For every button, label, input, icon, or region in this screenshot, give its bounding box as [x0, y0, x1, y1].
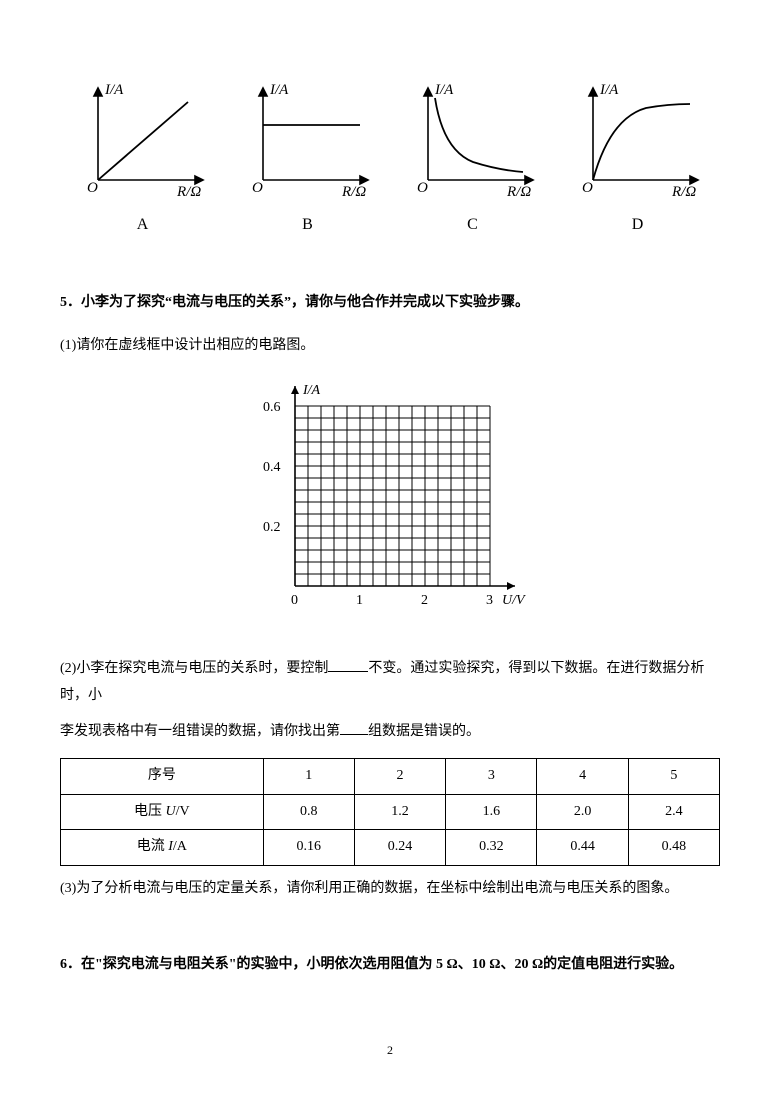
graph-label-b: B	[238, 210, 378, 240]
graph-c: I/A O R/Ω	[403, 80, 543, 200]
x-axis-label: R/Ω	[176, 184, 201, 200]
i-3: 0.32	[446, 830, 537, 866]
x-axis-label: R/Ω	[341, 184, 366, 200]
svg-text:1: 1	[356, 593, 363, 608]
svg-text:0.2: 0.2	[263, 520, 281, 535]
q5-heading: 5．小李为了探究“电流与电压的关系”，请你与他合作并完成以下实验步骤。	[60, 290, 720, 317]
origin-label: O	[87, 180, 98, 196]
u-4: 2.0	[537, 794, 628, 830]
th-2: 2	[354, 758, 445, 794]
row-label-current: 电流 I/A	[61, 830, 264, 866]
i-2: 0.24	[354, 830, 445, 866]
i-1: 0.16	[263, 830, 354, 866]
q5-sub3: (3)为了分析电流与电压的定量关系，请你利用正确的数据，在坐标中绘制出电流与电压…	[60, 876, 720, 903]
iv-grid-svg: I/A U/V 0 1 2 3 0.2 0.4 0.6	[230, 376, 550, 626]
y-axis-label: I/A	[434, 82, 454, 98]
graph-label-a: A	[73, 210, 213, 240]
i-4: 0.44	[537, 830, 628, 866]
graph-label-c: C	[403, 210, 543, 240]
svg-text:0.4: 0.4	[263, 460, 281, 475]
y-axis-label: I/A	[269, 82, 289, 98]
svg-text:0: 0	[291, 593, 298, 608]
graph-b: I/A O R/Ω	[238, 80, 378, 200]
q5-data-table: 序号 1 2 3 4 5 电压 U/V 0.8 1.2 1.6 2.0 2.4 …	[60, 758, 720, 866]
origin-label: O	[252, 180, 263, 196]
row-label-voltage: 电压 U/V	[61, 794, 264, 830]
q6-heading: 6．在"探究电流与电阻关系"的实验中，小明依次选用阻值为 5 Ω、10 Ω、20…	[60, 952, 720, 979]
blank-control-variable[interactable]	[328, 657, 368, 672]
blank-wrong-group[interactable]	[340, 720, 368, 735]
th-3: 3	[446, 758, 537, 794]
q5-sub2-line1: (2)小李在探究电流与电压的关系时，要控制不变。通过实验探究，得到以下数据。在进…	[60, 656, 720, 709]
i-5: 0.48	[628, 830, 719, 866]
graph-option-labels: A B C D	[60, 210, 720, 240]
page-number: 2	[60, 1039, 720, 1062]
graph-a: I/A O R/Ω	[73, 80, 213, 200]
svg-text:I/A: I/A	[302, 383, 321, 398]
x-axis-label: R/Ω	[506, 184, 531, 200]
q5-sub2-text-d: 组数据是错误的。	[368, 724, 480, 739]
th-5: 5	[628, 758, 719, 794]
u-2: 1.2	[354, 794, 445, 830]
table-row-voltage: 电压 U/V 0.8 1.2 1.6 2.0 2.4	[61, 794, 720, 830]
q5-sub2-text-c: 李发现表格中有一组错误的数据，请你找出第	[60, 724, 340, 739]
u-5: 2.4	[628, 794, 719, 830]
svg-text:U/V: U/V	[502, 593, 526, 608]
x-axis-label: R/Ω	[671, 184, 696, 200]
top-graph-row: I/A O R/Ω I/A O R/Ω I/A O R/Ω I/A O R/Ω	[60, 80, 720, 200]
origin-label: O	[417, 180, 428, 196]
y-axis-label: I/A	[599, 82, 619, 98]
q5-grid-chart: I/A U/V 0 1 2 3 0.2 0.4 0.6	[60, 376, 720, 637]
th-4: 4	[537, 758, 628, 794]
svg-text:0.6: 0.6	[263, 400, 281, 415]
svg-text:3: 3	[486, 593, 493, 608]
q5-sub1: (1)请你在虚线框中设计出相应的电路图。	[60, 333, 720, 360]
u-1: 0.8	[263, 794, 354, 830]
th-ordinal: 序号	[61, 758, 264, 794]
u-3: 1.6	[446, 794, 537, 830]
table-row-current: 电流 I/A 0.16 0.24 0.32 0.44 0.48	[61, 830, 720, 866]
y-axis-label: I/A	[104, 82, 124, 98]
table-header-row: 序号 1 2 3 4 5	[61, 758, 720, 794]
graph-d: I/A O R/Ω	[568, 80, 708, 200]
graph-label-d: D	[568, 210, 708, 240]
origin-label: O	[582, 180, 593, 196]
th-1: 1	[263, 758, 354, 794]
q5-sub2-line2: 李发现表格中有一组错误的数据，请你找出第 组数据是错误的。	[60, 719, 720, 746]
svg-text:2: 2	[421, 593, 428, 608]
q5-sub2-text-a: (2)小李在探究电流与电压的关系时，要控制	[60, 661, 328, 676]
